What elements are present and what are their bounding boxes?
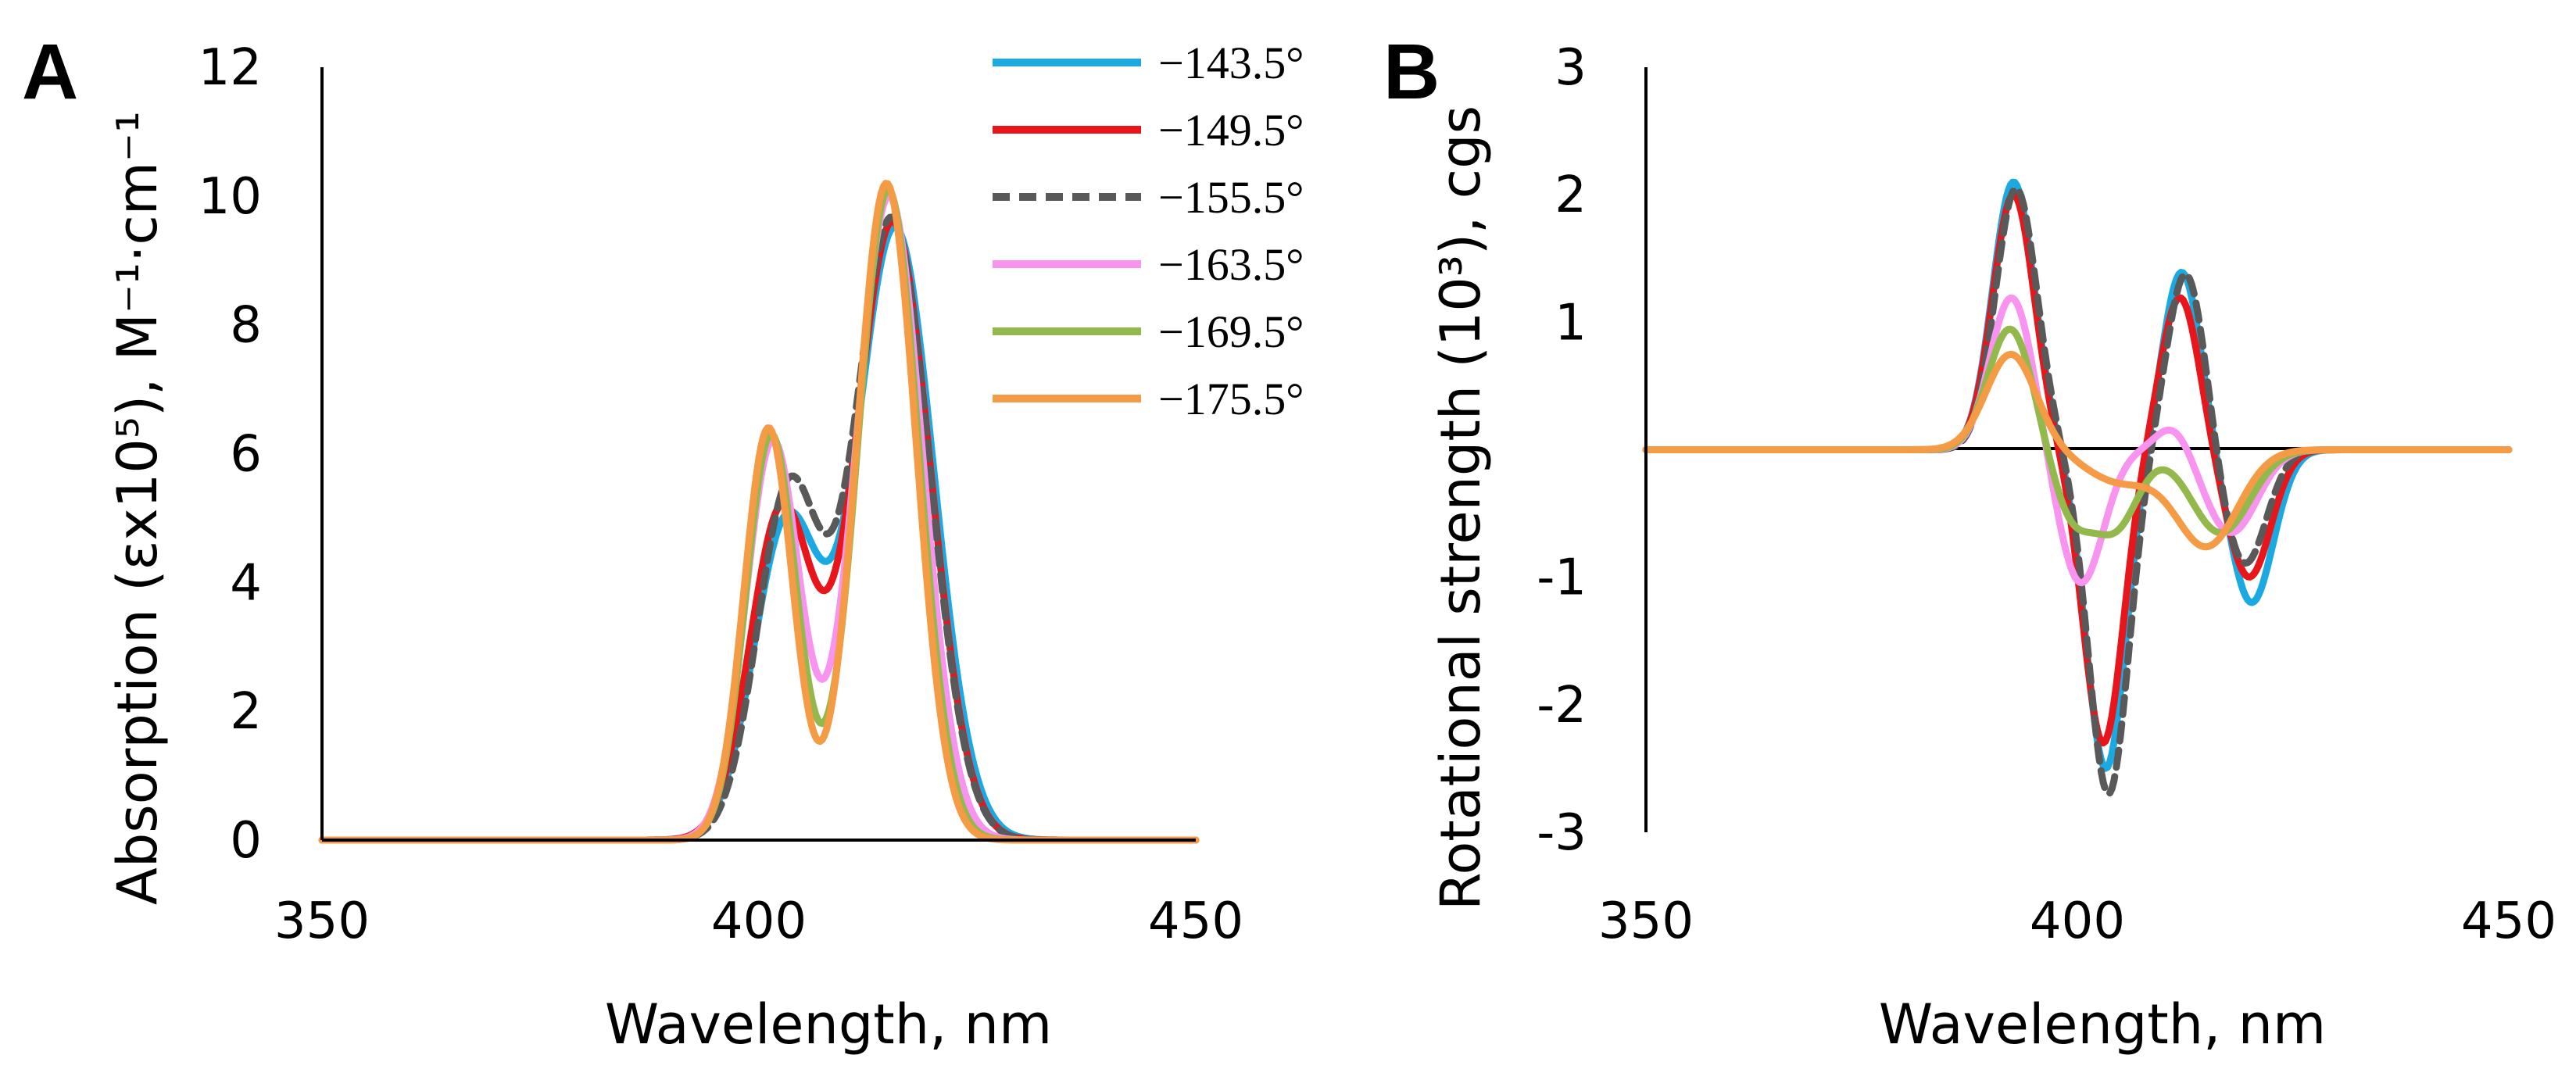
y-tick-label: 8 bbox=[230, 297, 262, 355]
x-tick-labels: 350 400 450 bbox=[1598, 892, 2556, 950]
legend-label: −163.5° bbox=[1158, 239, 1304, 290]
y-tick-label: -1 bbox=[1537, 549, 1587, 607]
y-tick-label: -2 bbox=[1537, 677, 1587, 735]
series-line-149.5 bbox=[1642, 191, 2513, 747]
series-group bbox=[1642, 178, 2513, 798]
x-tick-label: 450 bbox=[1148, 892, 1243, 950]
legend-label: −155.5° bbox=[1158, 172, 1304, 223]
series-line-163.5 bbox=[318, 192, 1200, 844]
y-tick-label: 1 bbox=[1555, 294, 1587, 352]
series-line-149.5 bbox=[318, 217, 1200, 844]
y-tick-label: 4 bbox=[230, 554, 262, 612]
x-tick-label: 400 bbox=[2030, 892, 2125, 950]
y-tick-label: 10 bbox=[199, 168, 262, 226]
legend: −143.5° −149.5° −155.5° −163.5° −169.5° −175.… bbox=[993, 38, 1304, 424]
series-line-169.5 bbox=[1642, 325, 2513, 538]
x-tick-label: 350 bbox=[274, 892, 370, 950]
panel-letter-b: B bbox=[1383, 28, 1440, 116]
x-axis-title: Wavelength, nm bbox=[1879, 992, 2326, 1057]
series-line-143.5 bbox=[1642, 178, 2513, 772]
series-group bbox=[318, 180, 1200, 844]
y-tick-labels: -3 -2 -1 1 2 3 bbox=[1537, 39, 1587, 862]
panel-b: B -3 -2 -1 1 2 3 350 400 450 Wavelength, nm Rot… bbox=[1383, 28, 2556, 1057]
legend-item: −155.5° bbox=[993, 172, 1304, 223]
series-line-155.5 bbox=[318, 213, 1200, 844]
legend-item: −163.5° bbox=[993, 239, 1304, 290]
y-axis-title: Absorption (εx10⁵), M⁻¹·cm⁻¹ bbox=[106, 111, 170, 905]
legend-item: −149.5° bbox=[993, 105, 1304, 156]
x-tick-label: 450 bbox=[2461, 892, 2556, 950]
legend-item: −169.5° bbox=[993, 306, 1304, 357]
y-tick-label: -3 bbox=[1537, 804, 1587, 862]
legend-item: −143.5° bbox=[993, 38, 1304, 88]
y-tick-labels: 0 2 4 6 8 10 12 bbox=[199, 39, 262, 870]
y-tick-label: 0 bbox=[230, 812, 262, 870]
panel-letter-a: A bbox=[22, 28, 78, 116]
series-line-143.5 bbox=[318, 223, 1200, 844]
x-axis-title: Wavelength, nm bbox=[605, 992, 1052, 1057]
series-line-155.5 bbox=[1642, 184, 2513, 798]
legend-label: −143.5° bbox=[1158, 38, 1304, 88]
y-tick-label: 6 bbox=[230, 426, 262, 484]
x-tick-label: 400 bbox=[711, 892, 807, 950]
y-axis-title: Rotational strength (10³), cgs bbox=[1429, 105, 1493, 910]
y-tick-label: 2 bbox=[230, 683, 262, 741]
y-tick-label: 12 bbox=[199, 39, 262, 97]
x-tick-labels: 350 400 450 bbox=[274, 892, 1243, 950]
panel-a: A 0 2 4 6 8 10 12 350 400 450 Wavelength, nm Abs… bbox=[22, 28, 1243, 1057]
x-tick-label: 350 bbox=[1598, 892, 1694, 950]
legend-label: −169.5° bbox=[1158, 306, 1304, 357]
y-tick-label: 2 bbox=[1555, 166, 1587, 224]
legend-item: −175.5° bbox=[993, 374, 1304, 424]
legend-label: −175.5° bbox=[1158, 374, 1304, 424]
series-line-175.5 bbox=[1642, 350, 2513, 551]
legend-label: −149.5° bbox=[1158, 105, 1304, 156]
y-tick-label: 3 bbox=[1555, 39, 1587, 97]
